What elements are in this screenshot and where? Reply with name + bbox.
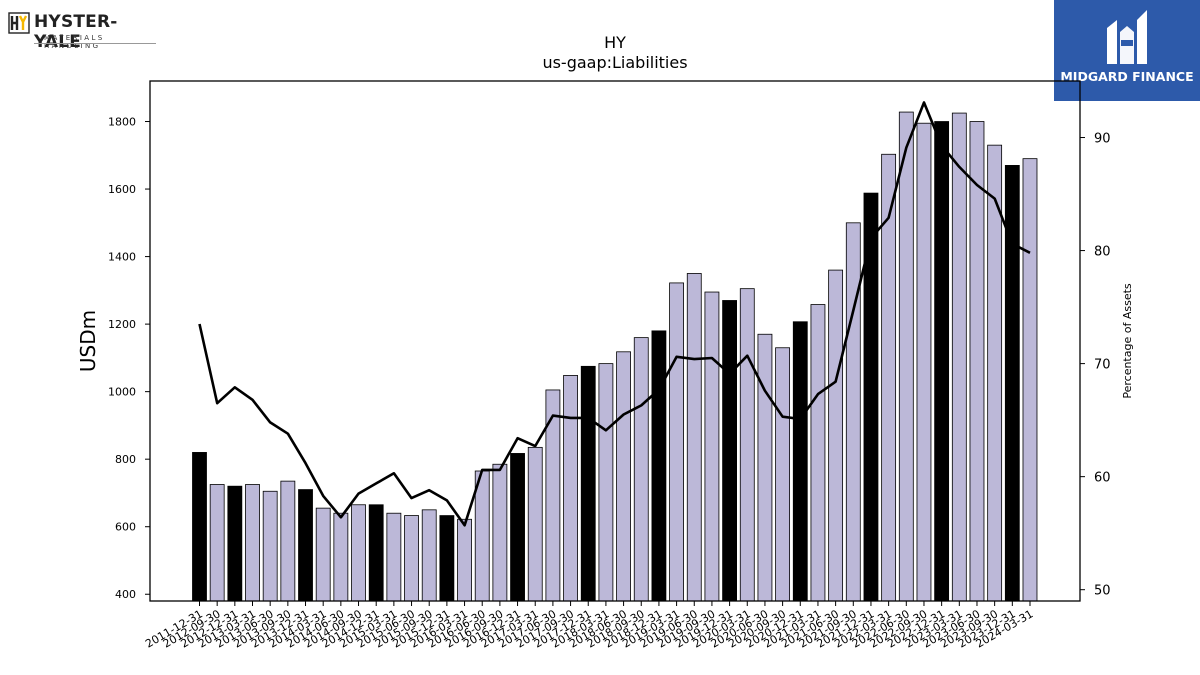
y-tick-label: 1600 — [108, 183, 136, 196]
y-tick-label: 1800 — [108, 116, 136, 129]
pct-assets-line — [198, 101, 1031, 527]
bar-2020-09-30 — [810, 304, 826, 602]
y2-tick-label: 80 — [1094, 245, 1111, 260]
bar-2022-12-31 — [969, 121, 985, 602]
y-axis-label: USDm — [76, 310, 100, 372]
plot-frame — [149, 80, 1081, 602]
bar-2018-12-31 — [686, 273, 702, 602]
y2-tick-label: 90 — [1094, 132, 1111, 147]
bar-2021-09-30 — [881, 153, 897, 602]
bar-2013-12-31 — [333, 512, 349, 602]
bar-2022-06-30 — [934, 121, 950, 602]
y2-tick-label: 70 — [1094, 358, 1111, 373]
bar-2014-09-30 — [386, 512, 402, 602]
y-tick-label: 1400 — [108, 251, 136, 264]
bar-2020-12-31 — [828, 269, 844, 602]
y2-tick-label: 50 — [1094, 584, 1111, 599]
y2-axis: 50 60 70 80 90 — [1080, 132, 1111, 599]
chart-title: HY — [604, 33, 626, 52]
bar-2014-03-31 — [351, 504, 366, 602]
hyster-yale-logo: HY HYSTER-YALE MATERIALS HANDLING — [8, 10, 158, 52]
bar-2012-06-30 — [227, 485, 243, 602]
bar-2021-12-31 — [898, 111, 914, 602]
y2-axis-label: Percentage of Assets — [1121, 283, 1134, 399]
line-series — [198, 101, 1031, 527]
logo-divider — [34, 43, 156, 44]
bar-2016-09-30 — [527, 446, 543, 602]
bar-2019-09-30 — [739, 288, 755, 602]
y-tick-label: 400 — [115, 588, 136, 601]
bar-2020-06-30 — [792, 321, 808, 602]
y-axis: 400 600 800 1000 1200 1400 1600 1800 — [108, 116, 150, 601]
bar-2017-09-30 — [598, 363, 614, 602]
y-tick-label: 1200 — [108, 318, 136, 331]
bar-2016-03-31 — [492, 463, 508, 602]
bar-2015-12-31 — [474, 470, 490, 602]
company-tagline: MATERIALS HANDLING — [44, 34, 105, 50]
bar-2014-12-31 — [404, 515, 419, 602]
bar-2022-03-31 — [916, 122, 932, 602]
bar-2013-03-31 — [280, 480, 296, 602]
bar-2012-03-31 — [209, 484, 225, 602]
bar-2015-06-30 — [439, 515, 455, 602]
bar-2017-06-30 — [580, 365, 596, 602]
bar-2013-06-30 — [298, 489, 313, 602]
bar-2019-06-30 — [722, 300, 737, 602]
bar-2019-03-31 — [704, 291, 720, 602]
bar-2022-09-30 — [951, 112, 967, 602]
midgard-finance-badge: MIDGARD FINANCE — [1054, 0, 1200, 101]
bar-2018-09-30 — [669, 282, 684, 602]
bar-2017-03-31 — [563, 375, 578, 602]
bar-2011-12-31 — [192, 452, 207, 602]
bar-2015-09-30 — [457, 518, 472, 602]
bar-2018-03-31 — [633, 337, 649, 602]
bar-2017-12-31 — [616, 351, 631, 602]
hy-monogram-icon: HY — [8, 12, 30, 34]
midgard-mi-logo-icon — [1107, 10, 1147, 64]
y-tick-label: 1000 — [108, 386, 136, 399]
bar-2014-06-30 — [368, 504, 384, 602]
y2-tick-label: 60 — [1094, 471, 1111, 486]
y-tick-label: 800 — [115, 453, 136, 466]
chart-subtitle: us-gaap:Liabilities — [542, 53, 687, 72]
bar-series — [192, 111, 1038, 602]
bar-2019-12-31 — [757, 333, 773, 602]
y-tick-label: 600 — [115, 521, 136, 534]
x-axis: 2011-12-312012-09-302012-12-312013-03-31… — [143, 601, 1035, 651]
bar-2021-03-31 — [845, 222, 861, 602]
bar-2013-09-30 — [315, 507, 331, 602]
bar-2015-03-31 — [421, 509, 437, 602]
bar-2012-12-31 — [262, 490, 278, 602]
bar-2020-03-31 — [775, 347, 791, 602]
bar-2012-09-30 — [245, 484, 260, 602]
company-name: HYSTER-YALE — [34, 12, 118, 52]
publisher-name: MIDGARD FINANCE — [1060, 69, 1194, 84]
bar-2018-06-30 — [651, 330, 667, 602]
bar-2016-06-30 — [510, 453, 525, 602]
bar-2023-09-30 — [1022, 158, 1038, 602]
